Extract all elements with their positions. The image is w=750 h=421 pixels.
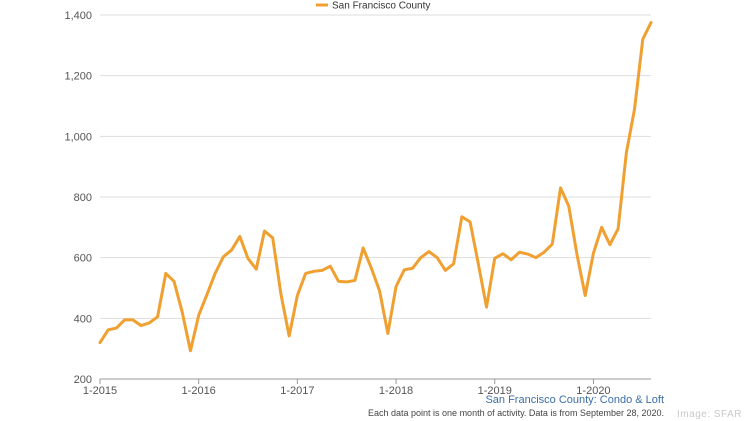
y-tick-label: 1,000 bbox=[64, 131, 92, 143]
x-tick-label: 1-2019 bbox=[478, 385, 512, 397]
y-tick-label: 600 bbox=[74, 253, 92, 265]
y-axis-ticks: 200 400 600 800 1,000 1,200 1,400 bbox=[64, 10, 92, 386]
x-tick-label: 1-2020 bbox=[576, 385, 610, 397]
series-group bbox=[98, 21, 653, 353]
x-tick-label: 1-2015 bbox=[83, 385, 117, 397]
y-tick-label: 1,400 bbox=[64, 10, 92, 22]
chart-caption-note: Each data point is one month of activity… bbox=[368, 408, 664, 418]
x-tick-label: 1-2016 bbox=[182, 385, 216, 397]
image-credit-watermark: Image: SFAR bbox=[677, 409, 742, 420]
legend-label: San Francisco County bbox=[332, 1, 430, 12]
y-tick-label: 800 bbox=[74, 192, 92, 204]
x-tick-label: 1-2017 bbox=[280, 385, 314, 397]
chart-caption-title: San Francisco County: Condo & Loft bbox=[485, 394, 664, 406]
y-tick-label: 1,200 bbox=[64, 71, 92, 83]
x-tick-label: 1-2018 bbox=[379, 385, 413, 397]
legend: San Francisco County bbox=[316, 1, 430, 12]
grid-lines bbox=[100, 14, 651, 319]
y-tick-label: 400 bbox=[74, 313, 92, 325]
y-tick-label: 200 bbox=[74, 374, 92, 386]
x-axis: 1-2015 1-2016 1-2017 1-2018 1-2019 1-2020 bbox=[83, 378, 651, 397]
series-line-san-francisco-county bbox=[98, 21, 653, 353]
